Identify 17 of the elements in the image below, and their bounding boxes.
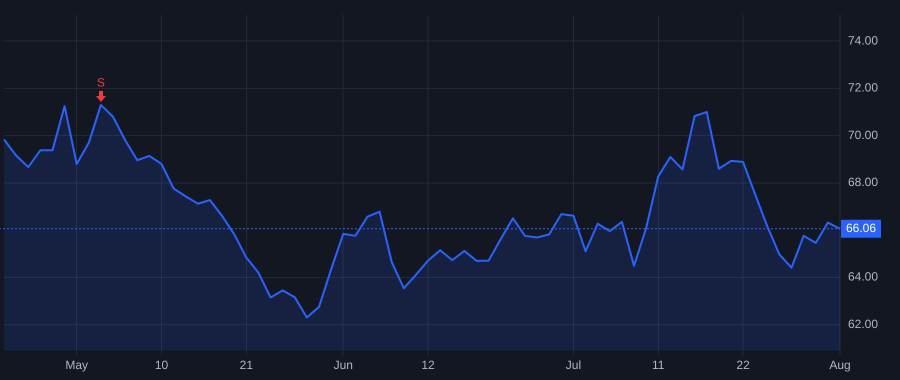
- y-tick-label: 74.00: [848, 33, 878, 48]
- x-tick-label: 12: [421, 358, 436, 372]
- y-tick-label: 70.00: [848, 128, 878, 142]
- x-tick-label: May: [65, 358, 88, 372]
- y-tick-label: 62.00: [848, 316, 878, 331]
- annotation: S: [96, 75, 105, 90]
- x-tick-label: Aug: [829, 358, 851, 372]
- x-tick-label: 11: [652, 358, 665, 372]
- x-tick-label: 10: [154, 358, 168, 372]
- x-tick-label: 22: [736, 358, 750, 372]
- ref-line-label: 66.06: [846, 221, 876, 236]
- x-tick-label: Jul: [566, 358, 582, 372]
- y-tick-label: 68.00: [848, 175, 878, 190]
- y-tick-label: 72.00: [848, 80, 878, 95]
- x-tick-label: Jun: [334, 358, 353, 372]
- x-tick-label: 21: [240, 358, 254, 372]
- y-tick-label: 64.00: [848, 270, 878, 284]
